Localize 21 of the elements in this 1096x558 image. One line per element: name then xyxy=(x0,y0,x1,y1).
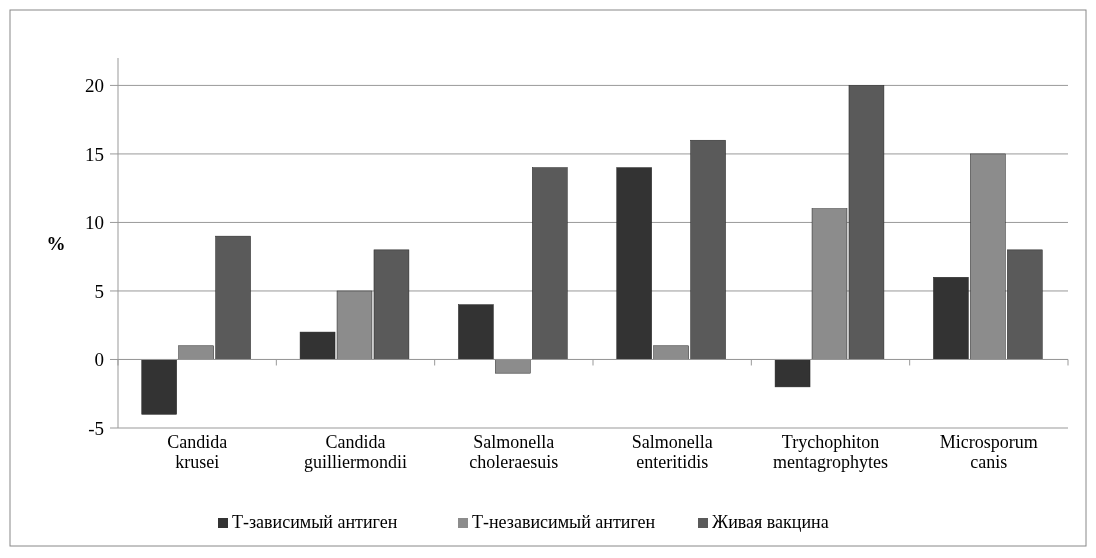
bar xyxy=(141,359,177,415)
y-tick-label: 5 xyxy=(94,280,104,302)
y-tick-label: 20 xyxy=(85,75,104,97)
x-tick-label: Salmonella choleraesuis xyxy=(469,432,559,472)
bar xyxy=(458,304,494,360)
y-tick-label: 0 xyxy=(94,349,104,371)
x-tick-label: Trychophiton mentagrophytes xyxy=(773,432,888,472)
y-axis-title: % xyxy=(46,232,66,254)
y-tick-label: -5 xyxy=(88,417,104,439)
bar xyxy=(532,167,568,360)
bar xyxy=(774,359,811,388)
legend-label: Т-зависимый антиген xyxy=(232,512,398,532)
x-tick-label: Salmonella enteritidis xyxy=(631,432,713,472)
legend-label: Живая вакцина xyxy=(712,512,829,532)
y-tick-label: 15 xyxy=(85,143,104,165)
y-tick-label: 10 xyxy=(85,212,104,234)
legend-label: Т-независимый антиген xyxy=(472,512,656,532)
x-tick-label: Candida guilliermondii xyxy=(304,432,407,472)
x-tick-label: Microsporum canis xyxy=(939,432,1038,472)
x-tick-label: Candida krusei xyxy=(167,432,228,472)
bar xyxy=(495,359,531,374)
